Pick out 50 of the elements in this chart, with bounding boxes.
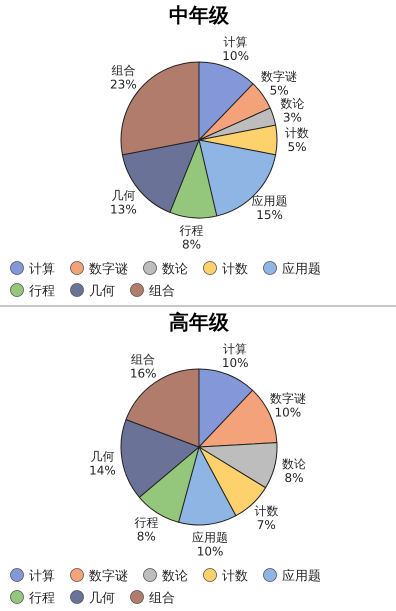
data-label: 23% bbox=[110, 78, 137, 92]
slice-label: 计数 bbox=[285, 126, 309, 140]
slice-label: 计数 bbox=[254, 504, 278, 518]
legend-label: 数字谜 bbox=[89, 261, 128, 277]
slice-label: 行程 bbox=[134, 516, 158, 530]
data-label: 13% bbox=[110, 202, 137, 216]
slice-label: 应用题 bbox=[192, 530, 228, 544]
legend-label: 应用题 bbox=[282, 261, 321, 277]
data-label: 10% bbox=[274, 406, 302, 420]
slice-label: 计算 bbox=[223, 342, 248, 356]
slice-label: 应用题 bbox=[252, 194, 288, 208]
slice-label: 组合 bbox=[131, 352, 156, 366]
data-label: 10% bbox=[222, 356, 249, 370]
data-label: 10% bbox=[222, 49, 249, 64]
slice-label: 计算 bbox=[224, 35, 248, 50]
data-label: 7% bbox=[256, 518, 276, 532]
legend-label: 几何 bbox=[89, 284, 115, 299]
legend-label: 组合 bbox=[149, 284, 175, 299]
legend-label: 数论 bbox=[162, 569, 188, 584]
slice-label: 数论 bbox=[282, 456, 306, 471]
data-label: 8% bbox=[182, 238, 202, 252]
data-label: 8% bbox=[136, 530, 156, 544]
chart-title: 高年级 bbox=[169, 310, 230, 334]
data-label: 14% bbox=[89, 464, 116, 478]
legend-label: 组合 bbox=[149, 591, 175, 606]
slice-label: 组合 bbox=[111, 64, 136, 78]
legend-label: 数字谜 bbox=[89, 568, 128, 584]
slice-label: 数字谜 bbox=[261, 70, 298, 84]
legend-label: 应用题 bbox=[282, 568, 321, 584]
slice-label: 几何 bbox=[111, 188, 136, 202]
legend-label: 数论 bbox=[162, 262, 188, 277]
legend-label: 行程 bbox=[29, 591, 55, 606]
slice-label: 几何 bbox=[90, 450, 114, 464]
legend-label: 计数 bbox=[222, 569, 248, 584]
slice-label: 数论 bbox=[280, 96, 304, 110]
legend-label: 行程 bbox=[29, 284, 55, 299]
data-label: 5% bbox=[287, 140, 307, 154]
data-label: 10% bbox=[196, 544, 224, 558]
data-label: 5% bbox=[270, 84, 289, 98]
slice-label: 行程 bbox=[180, 224, 204, 238]
chart-title: 中年级 bbox=[169, 3, 230, 27]
data-label: 3% bbox=[282, 110, 302, 124]
slice-label: 数字谜 bbox=[270, 392, 306, 406]
data-label: 16% bbox=[130, 366, 157, 380]
legend-label: 计算 bbox=[29, 569, 55, 584]
data-label: 15% bbox=[256, 208, 283, 222]
legend-label: 几何 bbox=[89, 591, 115, 606]
data-label: 8% bbox=[284, 470, 304, 485]
legend-label: 计算 bbox=[29, 262, 55, 277]
legend-label: 计数 bbox=[222, 262, 248, 277]
